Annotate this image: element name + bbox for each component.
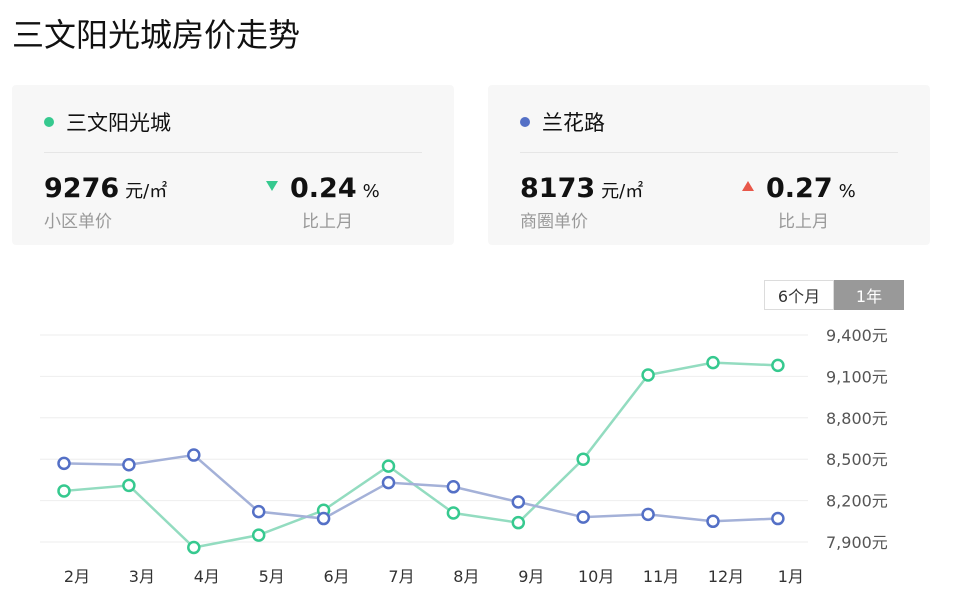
data-point	[576, 510, 590, 524]
data-point	[641, 368, 655, 382]
price: 9276 元/㎡	[44, 173, 167, 204]
tab-6-months[interactable]: 6个月	[764, 280, 834, 310]
x-tick-label: 11月	[643, 567, 679, 586]
y-tick-label: 8,500元	[826, 450, 888, 469]
price-value: 8173	[520, 173, 596, 204]
x-tick-label: 3月	[129, 567, 155, 586]
data-point	[381, 475, 396, 490]
data-point	[576, 452, 590, 466]
x-tick-label: 9月	[518, 567, 544, 586]
card-header: 兰花路	[520, 107, 605, 137]
data-point	[251, 528, 266, 542]
arrow-down-icon	[266, 181, 278, 191]
price-label: 小区单价	[44, 212, 112, 232]
series-dot-icon	[44, 117, 54, 127]
divider	[520, 152, 898, 153]
price-trend-chart: 9,400元 9,100元 8,800元 8,500元 8,200元 7,900元 2月 3月…	[40, 326, 888, 586]
data-point	[57, 484, 71, 498]
data-point	[122, 478, 136, 493]
data-point	[771, 358, 785, 373]
data-point	[771, 511, 785, 526]
change-unit: %	[838, 181, 856, 202]
y-tick-label: 9,100元	[826, 367, 888, 386]
data-point	[706, 514, 720, 529]
data-point	[187, 448, 201, 462]
x-tick-label: 6月	[324, 567, 350, 586]
price-unit: 元/㎡	[601, 181, 644, 202]
tab-1-year[interactable]: 1年	[834, 280, 904, 310]
data-point	[187, 540, 201, 555]
y-tick-label: 8,200元	[826, 492, 888, 511]
data-point	[381, 459, 396, 473]
data-point	[446, 506, 461, 520]
change-label: 比上月	[302, 212, 353, 232]
series-line	[63, 453, 778, 523]
divider	[44, 152, 422, 153]
price: 8173 元/㎡	[520, 173, 643, 204]
card-name: 三文阳光城	[66, 111, 171, 135]
change-value: 0.24	[290, 173, 357, 204]
y-tick-label: 8,800元	[826, 409, 888, 428]
card-name: 兰花路	[542, 111, 605, 135]
summary-card-community: 三文阳光城 9276 元/㎡ 小区单价 0.24 % 比上月	[12, 85, 454, 245]
y-tick-label: 7,900元	[826, 533, 888, 552]
x-tick-label: 8月	[453, 567, 479, 586]
data-point	[57, 456, 71, 471]
x-tick-label: 7月	[388, 567, 414, 586]
change-label: 比上月	[778, 212, 829, 232]
period-tabs: 6个月 1年	[764, 280, 904, 310]
x-tick-label: 2月	[64, 567, 90, 586]
x-tick-label: 4月	[194, 567, 220, 586]
change: 0.27 %	[742, 173, 856, 204]
price-value: 9276	[44, 173, 120, 204]
change: 0.24 %	[266, 173, 380, 204]
card-header: 三文阳光城	[44, 107, 171, 137]
summary-card-district: 兰花路 8173 元/㎡ 商圈单价 0.27 % 比上月	[488, 85, 930, 245]
x-tick-label: 12月	[708, 567, 744, 586]
x-tick-label: 5月	[259, 567, 285, 586]
data-point	[122, 457, 136, 472]
series-line	[63, 361, 778, 549]
data-point	[316, 511, 331, 526]
x-tick-label: 1月	[778, 567, 804, 586]
price-label: 商圈单价	[520, 212, 588, 232]
y-tick-label: 9,400元	[826, 326, 888, 345]
page-title: 三文阳光城房价走势	[12, 16, 301, 54]
data-point	[251, 504, 266, 519]
data-point	[446, 480, 461, 494]
change-value: 0.27	[766, 173, 833, 204]
data-point	[641, 507, 655, 522]
change-unit: %	[362, 181, 380, 202]
price-unit: 元/㎡	[125, 181, 168, 202]
x-tick-label: 10月	[578, 567, 614, 586]
data-point	[511, 515, 526, 530]
data-point	[706, 355, 720, 370]
arrow-up-icon	[742, 181, 754, 191]
data-point	[511, 495, 526, 509]
series-dot-icon	[520, 117, 530, 127]
